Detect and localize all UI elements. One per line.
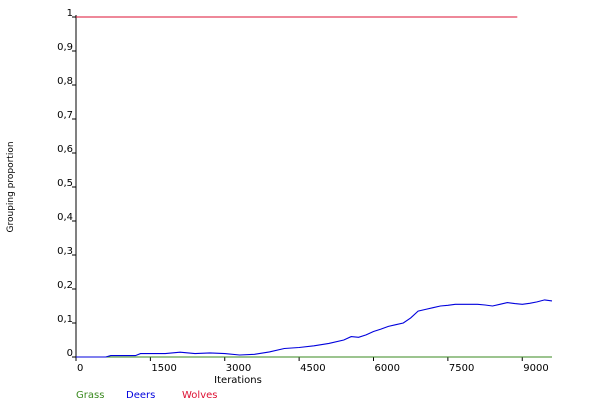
x-tick-label: 1500 (151, 363, 176, 374)
legend-item-wolves: Wolves (182, 390, 217, 400)
x-tick-label: 4500 (300, 363, 325, 374)
y-tick-label: 0,7 (57, 110, 73, 121)
series-group (76, 16, 553, 358)
x-tick-label: 7500 (449, 363, 474, 374)
y-tick-label: 0,3 (57, 246, 73, 257)
y-tick-label: 0,5 (57, 178, 73, 189)
x-tick-label: 6000 (375, 363, 400, 374)
legend: Grass Deers Wolves (76, 390, 217, 400)
x-tick-label: 9000 (523, 363, 548, 374)
y-tick-label: 0,4 (57, 212, 73, 223)
legend-item-grass: Grass (76, 390, 104, 400)
legend-item-deers: Deers (126, 390, 155, 400)
axes: 0 0,1 0,2 0,3 0,4 0,5 0,6 0,7 0,8 0,9 1 0 1500 3000 45… (57, 8, 549, 374)
y-tick-label: 0 (67, 348, 73, 359)
x-axis-title: Iterations (214, 375, 262, 386)
y-tick-label: 0,9 (57, 42, 73, 53)
y-axis-title: Grouping proportion (6, 141, 16, 232)
y-tick-label: 1 (67, 8, 73, 19)
y-tick-label: 0,8 (57, 76, 73, 87)
y-tick-label: 0,6 (57, 144, 73, 155)
y-tick-label: 0,1 (57, 314, 73, 325)
series-line-deers (76, 299, 553, 358)
y-tick-label: 0,2 (57, 280, 73, 291)
x-tick-label: 3000 (226, 363, 251, 374)
x-tick-label: 0 (77, 363, 83, 374)
